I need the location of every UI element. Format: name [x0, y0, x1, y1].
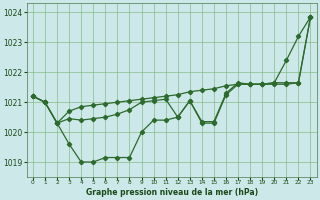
X-axis label: Graphe pression niveau de la mer (hPa): Graphe pression niveau de la mer (hPa): [86, 188, 258, 197]
